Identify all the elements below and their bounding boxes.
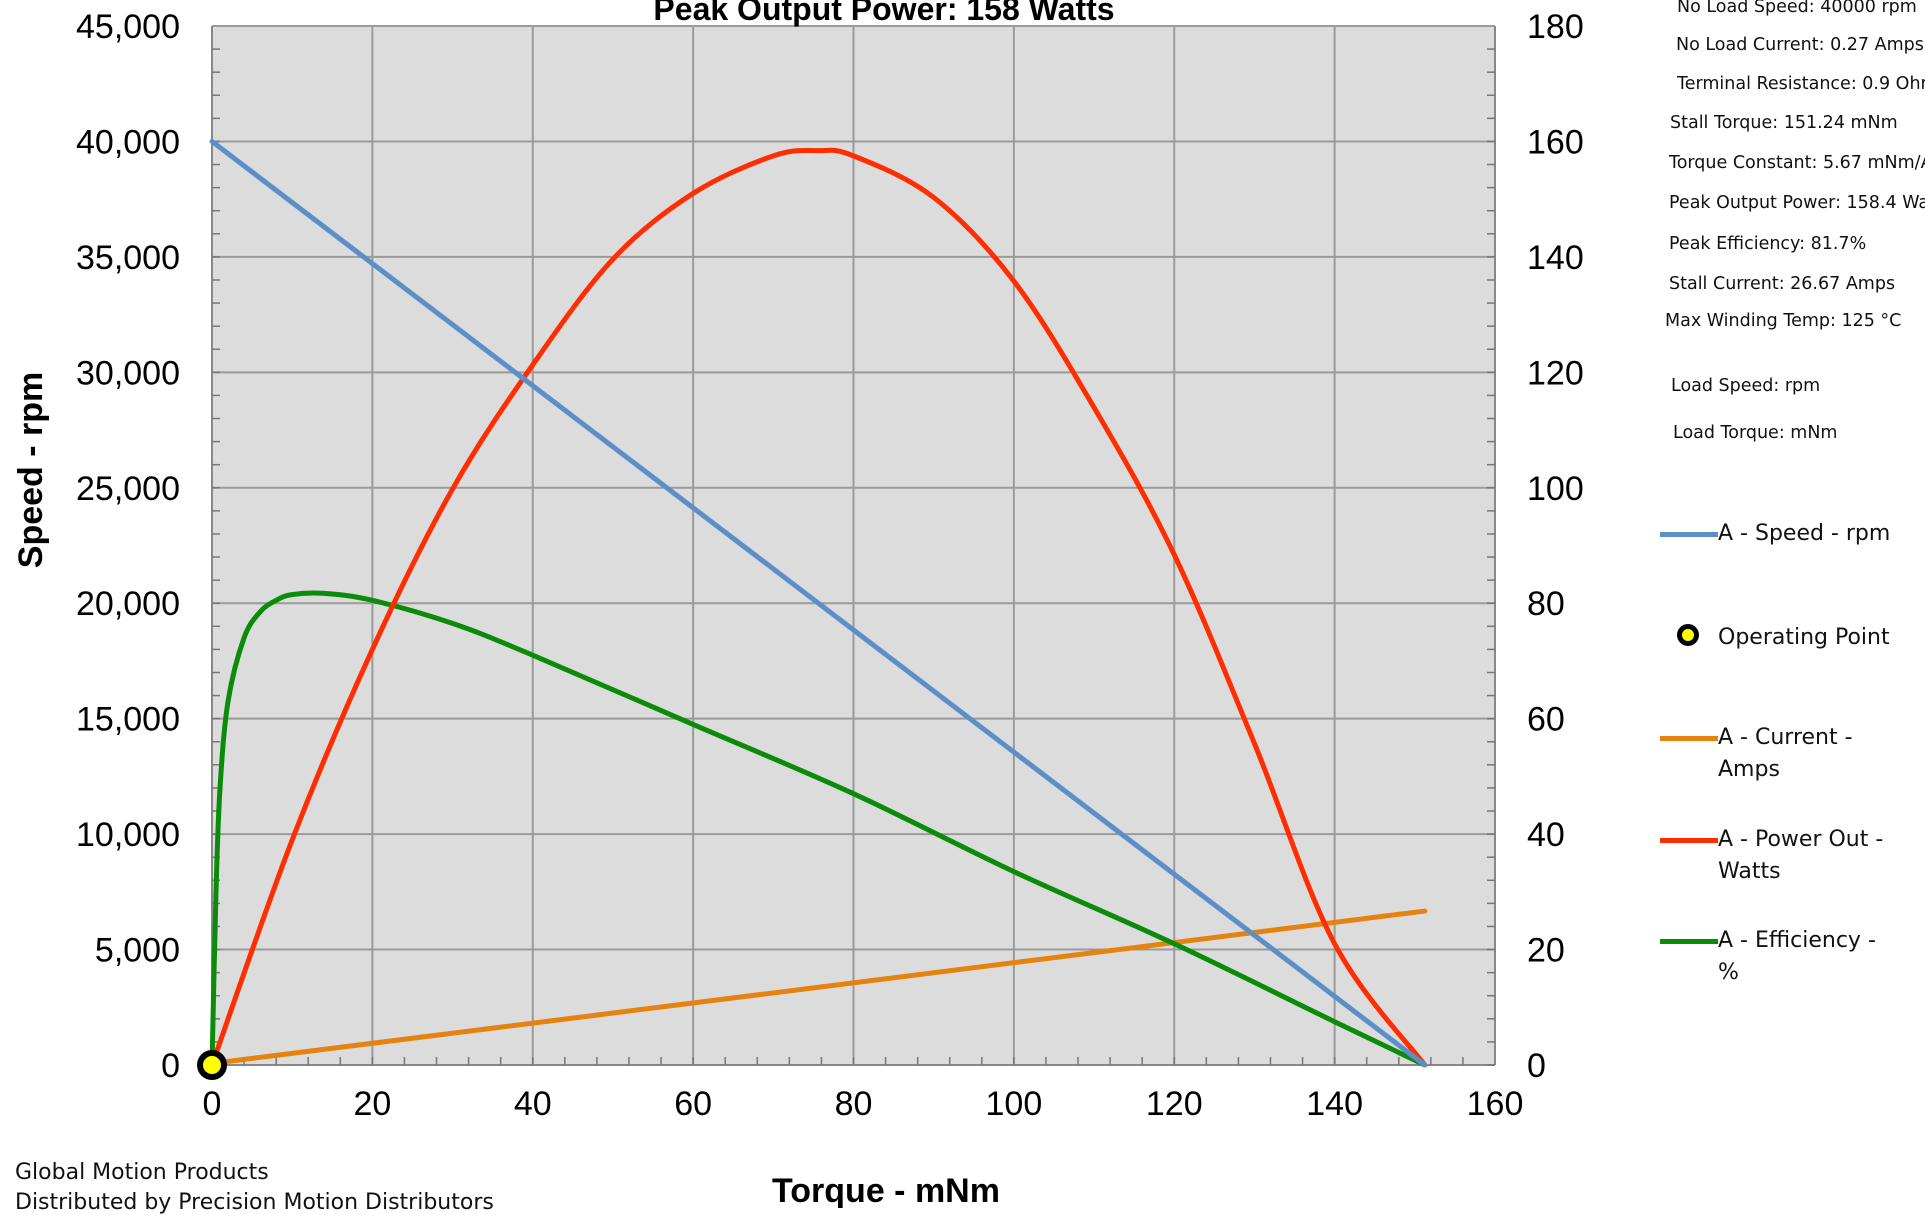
x-axis-label: Torque - mNm xyxy=(772,1172,1000,1208)
legend-label: A - Efficiency - % xyxy=(1718,928,1876,985)
x-tick-label: 120 xyxy=(1146,1085,1203,1123)
x-tick-label: 100 xyxy=(986,1085,1043,1123)
y2-tick-label: 180 xyxy=(1527,8,1584,46)
series-line-a-efficiency xyxy=(209,590,1428,1068)
x-tick-label: 160 xyxy=(1467,1085,1524,1123)
y2-tick-label: 120 xyxy=(1527,354,1584,392)
legend-swatch-line xyxy=(1660,939,1718,944)
y-tick-label: 35,000 xyxy=(76,239,180,277)
legend-swatch-line xyxy=(1660,838,1718,843)
spec-item: Stall Current: 26.67 Amps xyxy=(1669,274,1896,294)
spec-item: No Load Speed: 40000 rpm xyxy=(1677,0,1917,17)
y-tick-label: 20,000 xyxy=(76,585,180,623)
y-tick-label: 45,000 xyxy=(76,8,180,46)
chart-title: Peak Output Power: 158 Watts xyxy=(653,0,1114,27)
spec-item: Terminal Resistance: 0.9 Ohm xyxy=(1677,74,1925,94)
operating-point-marker xyxy=(197,1050,227,1080)
series-line-a-speed-rpm xyxy=(209,138,1428,1068)
x-tick-label: 80 xyxy=(835,1085,873,1123)
legend-swatch-line xyxy=(1660,532,1718,537)
y2-tick-label: 0 xyxy=(1527,1047,1546,1085)
spec-item: Stall Torque: 151.24 mNm xyxy=(1670,113,1898,133)
spec-item: Peak Efficiency: 81.7% xyxy=(1669,234,1867,254)
footer-company: Global Motion Products xyxy=(15,1160,269,1185)
footer-distributor: Distributed by Precision Motion Distribu… xyxy=(15,1190,494,1215)
legend-label: A - Power Out - Watts xyxy=(1718,827,1884,884)
y2-tick-label: 40 xyxy=(1527,816,1565,854)
legend-label: A - Speed - rpm xyxy=(1718,521,1891,546)
y-tick-label: 0 xyxy=(161,1047,180,1085)
legend-label: A - Current - Amps xyxy=(1718,725,1853,782)
x-tick-label: 20 xyxy=(353,1085,391,1123)
legend-label: Operating Point xyxy=(1718,625,1890,650)
minor-ticks xyxy=(211,48,1495,1066)
y-tick-label: 15,000 xyxy=(76,701,180,739)
y2-tick-label: 20 xyxy=(1527,932,1565,970)
spec-item: Peak Output Power: 158.4 Watts xyxy=(1669,193,1925,213)
y-tick-label: 25,000 xyxy=(76,470,180,508)
spec-item: Load Torque: mNm xyxy=(1673,423,1838,443)
series-layer xyxy=(197,138,1428,1080)
legend-swatch-marker xyxy=(1677,624,1699,646)
spec-item: Load Speed: rpm xyxy=(1671,376,1821,396)
y2-tick-label: 80 xyxy=(1527,585,1565,623)
y2-tick-label: 100 xyxy=(1527,470,1584,508)
y2-tick-label: 60 xyxy=(1527,701,1565,739)
legend-swatch-line xyxy=(1660,736,1718,741)
y2-tick-label: 140 xyxy=(1527,239,1584,277)
y-tick-label: 5,000 xyxy=(95,932,180,970)
x-tick-label: 140 xyxy=(1306,1085,1363,1123)
y-axis-label: Speed - rpm xyxy=(12,372,50,568)
x-tick-label: 40 xyxy=(514,1085,552,1123)
spec-item: No Load Current: 0.27 Amps xyxy=(1676,35,1924,55)
x-tick-label: 0 xyxy=(203,1085,222,1123)
spec-item: Max Winding Temp: 125 °C xyxy=(1665,311,1902,331)
y-tick-label: 30,000 xyxy=(76,354,180,392)
y-tick-label: 10,000 xyxy=(76,816,180,854)
series-line-a-power-out-watts xyxy=(209,147,1428,1068)
x-tick-label: 60 xyxy=(674,1085,712,1123)
y-tick-label: 40,000 xyxy=(76,123,180,161)
spec-item: Torque Constant: 5.67 mNm/A xyxy=(1669,153,1925,173)
y2-tick-label: 160 xyxy=(1527,123,1584,161)
series-line-a-current-amps xyxy=(209,908,1428,1066)
